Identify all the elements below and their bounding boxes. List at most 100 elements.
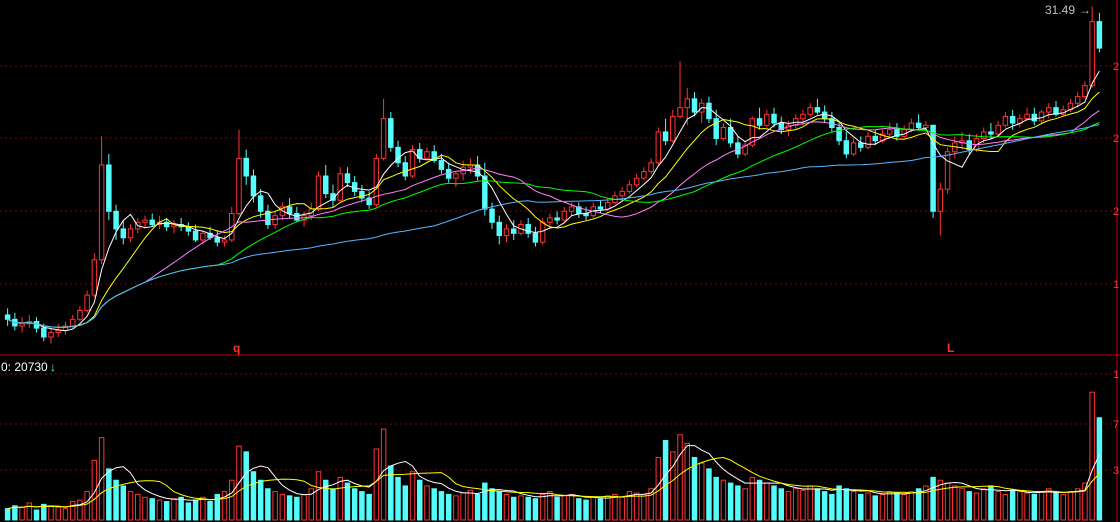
candle-body	[547, 217, 553, 223]
candle	[814, 98, 821, 115]
volume-bar	[756, 479, 763, 521]
volume-bar	[604, 495, 611, 521]
candle	[691, 92, 698, 117]
candle	[1096, 12, 1103, 53]
volume-bar	[1082, 482, 1088, 521]
candle	[937, 182, 944, 236]
candle-body	[706, 102, 712, 120]
marker-q: q	[233, 341, 240, 355]
volume-ma5-line	[7, 445, 1100, 510]
candle-body	[510, 228, 517, 234]
candle	[720, 123, 727, 141]
candle-body	[1031, 113, 1038, 122]
candle-body	[800, 113, 806, 120]
candle	[1031, 107, 1038, 126]
candle-body	[778, 122, 784, 131]
candle-body	[489, 208, 495, 223]
volume-bar	[62, 508, 69, 521]
candle	[120, 220, 127, 245]
candle-body	[373, 157, 380, 206]
candle	[554, 211, 560, 225]
candle-body	[214, 237, 221, 243]
candle-body	[655, 131, 662, 164]
candle	[597, 200, 604, 214]
volume-bar	[727, 482, 734, 521]
volume-bar	[41, 503, 47, 521]
volume-bar	[619, 496, 625, 521]
volume-bar	[171, 498, 177, 521]
moving-average-lines	[7, 70, 1100, 332]
volume-bar	[308, 488, 315, 521]
volume-bar	[192, 499, 199, 521]
candle	[756, 107, 763, 130]
price-tick-label: 2	[1113, 206, 1119, 218]
volume-bar	[829, 493, 835, 521]
candle	[482, 162, 488, 216]
candle-body	[120, 228, 127, 239]
candle	[995, 120, 1001, 137]
volume-bar	[69, 501, 76, 521]
candle-body	[366, 197, 372, 206]
volume-bar	[294, 496, 300, 521]
candle	[915, 114, 922, 130]
candle-body	[980, 131, 987, 140]
candle-body	[1046, 107, 1052, 113]
candle-body	[1089, 21, 1095, 87]
price-high-label: 31.49	[1045, 3, 1075, 17]
candle	[872, 129, 878, 146]
volume-bar	[633, 492, 640, 521]
volume-bar	[265, 488, 271, 521]
candle-body	[1082, 85, 1088, 98]
candle	[662, 118, 669, 146]
candle-body	[286, 206, 293, 214]
candle-body	[294, 212, 300, 221]
volume-bar	[142, 496, 148, 521]
volume-bar	[858, 493, 864, 521]
candle	[373, 153, 380, 207]
candle	[163, 217, 170, 232]
candle	[127, 224, 134, 243]
volume-bar	[937, 479, 944, 521]
candle-body	[453, 173, 459, 179]
volume-bar	[48, 505, 54, 521]
volume-bar	[576, 498, 582, 521]
candle	[388, 112, 394, 152]
marker-l: L	[947, 341, 954, 355]
candle	[380, 98, 387, 161]
candle-body	[250, 175, 257, 197]
volume-bar	[771, 485, 777, 521]
candle-body	[749, 118, 756, 146]
volume-bar	[279, 493, 286, 521]
volume-bar	[496, 491, 503, 521]
candle-body	[482, 175, 488, 210]
volume-bar	[207, 501, 213, 521]
volume-bar	[1067, 491, 1074, 521]
volume-ma-lines	[7, 445, 1100, 510]
candle	[843, 131, 850, 159]
volume-bar	[91, 459, 98, 521]
volume-bar	[395, 476, 401, 521]
candle	[424, 147, 430, 161]
candle	[641, 167, 647, 181]
candle-body	[236, 157, 242, 214]
volume-bar	[149, 498, 155, 521]
candle-body	[315, 175, 322, 210]
candle-body	[221, 239, 228, 243]
candle	[221, 235, 228, 247]
candle-body	[380, 118, 387, 159]
candle-body	[865, 135, 871, 148]
candle-body	[163, 221, 170, 228]
candle-body	[937, 188, 944, 212]
candle	[91, 253, 98, 298]
candle-body	[670, 115, 676, 142]
volume-bar	[1060, 493, 1066, 521]
volume-bar	[539, 493, 546, 521]
candle-body	[561, 210, 568, 221]
candle-body	[106, 164, 112, 212]
candle	[850, 138, 857, 157]
volume-bar	[1024, 492, 1030, 521]
candle-body	[915, 122, 922, 128]
volume-bar	[735, 485, 741, 521]
candle-body	[908, 122, 915, 131]
volume-bar	[677, 434, 683, 521]
